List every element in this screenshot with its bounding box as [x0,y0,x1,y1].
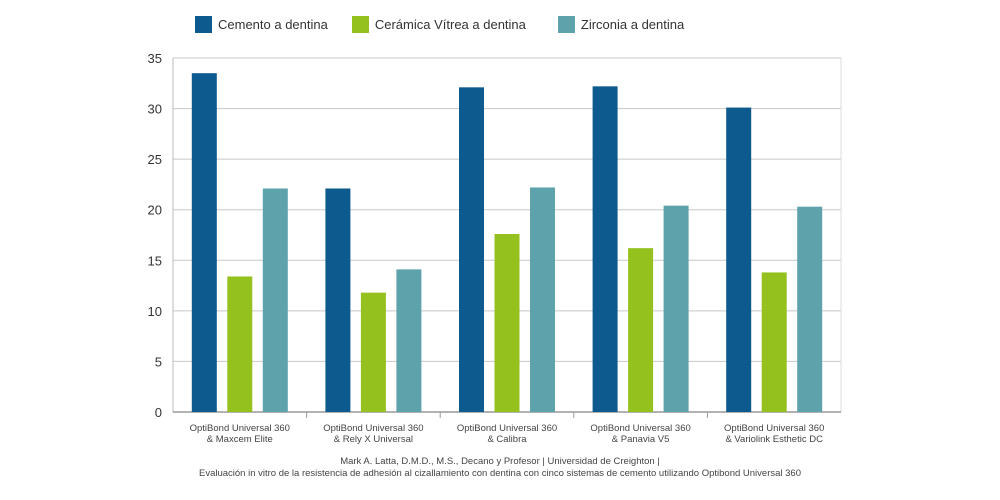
legend-item-zirconia: Zirconia a dentina [557,16,685,33]
footer-credit: Mark A. Latta, D.M.D., M.S., Decano y Pr… [340,456,660,467]
bar-3-3 [530,187,555,412]
y-tick-label: 25 [148,152,162,167]
bar-2-3 [494,233,520,412]
legend-label: Cemento a dentina [218,17,328,32]
y-tick-label: 10 [148,304,162,319]
x-tick-label: OptiBond Universal 360 [190,423,290,434]
bar-3-4 [663,205,689,412]
bar-2-2 [360,292,386,412]
x-tick-label: OptiBond Universal 360 [590,423,690,434]
bar-2-1 [227,276,253,412]
legend-item-cemento: Cemento a dentina [195,16,328,33]
legend-swatch [557,16,575,33]
y-tick-label: 30 [148,102,162,117]
bar-2-5 [761,272,787,412]
bar-1-5 [726,107,752,412]
bar-3-5 [797,206,823,412]
x-tick-label: OptiBond Universal 360 [724,423,824,434]
legend-swatch [351,16,369,33]
x-tick-label: OptiBond Universal 360 [323,423,423,434]
legend-swatch [195,16,212,33]
footer-description: Evaluación in vitro de la resistencia de… [198,468,801,479]
bar-3-2 [396,269,422,412]
bar-1-3 [459,87,484,413]
x-tick-label: & Variolink Esthetic DC [725,434,823,445]
x-tick-label: & Calibra [487,434,527,445]
legend: Cemento a dentina Cerámica Vítrea a dent… [195,16,706,33]
x-tick-label: & Panavia V5 [612,434,670,445]
legend-label: Zirconia a dentina [580,17,685,32]
legend-label: Cerámica Vítrea a dentina [374,17,526,32]
y-tick-label: 35 [148,51,162,66]
bar-2-4 [628,248,654,412]
bar-1-2 [325,188,351,412]
x-tick-label: & Maxcem Elite [207,434,273,445]
legend-item-ceramica: Cerámica Vítrea a dentina [351,16,526,33]
y-tick-label: 20 [148,203,162,218]
y-tick-label: 5 [155,354,162,369]
bar-1-1 [191,73,217,413]
bar-1-4 [592,86,618,412]
x-tick-label: OptiBond Universal 360 [457,423,557,434]
x-tick-label: & Rely X Universal [334,434,413,445]
y-tick-label: 15 [148,253,162,268]
y-tick-label: 0 [155,405,162,420]
bar-3-1 [262,188,288,412]
